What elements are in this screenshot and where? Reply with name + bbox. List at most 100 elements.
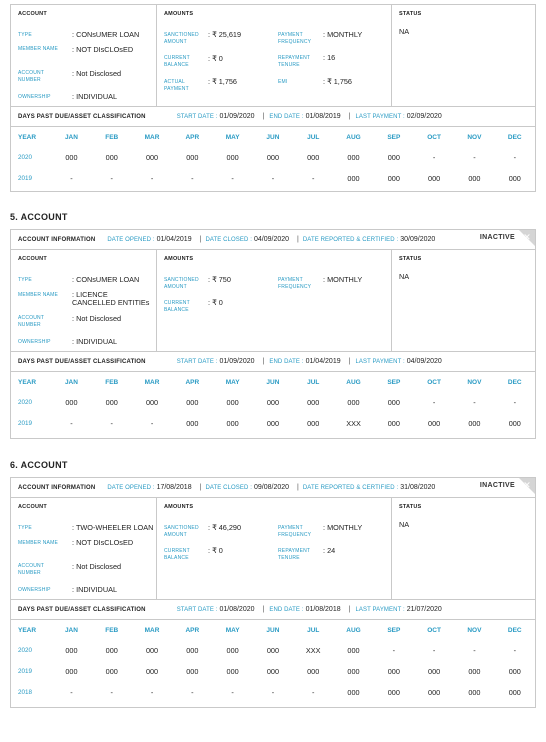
member-name-value: : NOT DIsCLOsED bbox=[72, 538, 134, 547]
dpd-row: 2019 000 000 000 000 000 000 000 000 000 000 000 000 bbox=[11, 661, 535, 682]
status-value: NA bbox=[399, 27, 410, 36]
type-value: : CONsUMER LOAN bbox=[72, 30, 140, 39]
dpd-cell: 000 bbox=[226, 667, 239, 676]
amounts-heading: AMOUNTS bbox=[164, 11, 194, 17]
status-value: NA bbox=[399, 272, 410, 281]
emi-label: EMI bbox=[278, 79, 288, 85]
close-icon[interactable]: ✕ bbox=[519, 230, 535, 246]
account-number-value: : Not Disclosed bbox=[72, 69, 122, 78]
end-date-label: END DATE : bbox=[269, 606, 304, 613]
month-header: MAR bbox=[144, 133, 160, 141]
account-card-6: ACCOUNT INFORMATION DATE OPENED : 17/08/… bbox=[10, 477, 536, 708]
start-date-label: START DATE : bbox=[176, 358, 218, 365]
date-reported-value: 31/08/2020 bbox=[400, 484, 436, 491]
dpd-cell: 000 bbox=[508, 667, 521, 676]
dpd-cell: - bbox=[473, 398, 476, 407]
dpd-cell: - bbox=[70, 419, 73, 428]
dpd-title: DAYS PAST DUE/ASSET CLASSIFICATION bbox=[18, 606, 146, 613]
dpd-cell: 000 bbox=[226, 398, 239, 407]
month-header: OCT bbox=[427, 133, 441, 141]
month-header: JUL bbox=[307, 626, 320, 634]
dpd-cell: - bbox=[473, 646, 476, 655]
dpd-cell: 000 bbox=[105, 398, 118, 407]
dpd-cell: 000 bbox=[186, 153, 199, 162]
dpd-cell: - bbox=[191, 688, 194, 697]
dpd-cell: 000 bbox=[145, 398, 159, 407]
dpd-cell: 000 bbox=[468, 174, 481, 183]
divider: | bbox=[199, 236, 202, 243]
ownership-value: : INDIVIDUAL bbox=[72, 585, 118, 594]
dpd-cell: 000 bbox=[65, 646, 78, 655]
dpd-table: YEAR JAN FEB MAR APR MAY JUN JUL AUG SEP… bbox=[11, 620, 535, 703]
divider: | bbox=[348, 358, 351, 365]
month-header: DEC bbox=[507, 378, 522, 386]
month-header: JUN bbox=[266, 378, 280, 386]
close-icon[interactable]: ✕ bbox=[519, 478, 535, 494]
repayment-tenure-label: REPAYMENT TENURE bbox=[278, 55, 311, 68]
account-column: ACCOUNT TYPE : TWO-WHEELER LOAN MEMBER N… bbox=[11, 498, 157, 599]
dpd-cell: 000 bbox=[387, 398, 400, 407]
year-cell: 2020 bbox=[18, 647, 33, 654]
dpd-cell: - bbox=[513, 646, 516, 655]
dpd-header: DAYS PAST DUE/ASSET CLASSIFICATION START… bbox=[11, 107, 535, 127]
actual-payment-value: : ₹ 1,756 bbox=[208, 77, 237, 86]
month-header: JAN bbox=[64, 378, 78, 386]
account-info-title: ACCOUNT INFORMATION bbox=[18, 484, 96, 491]
dpd-cell: 000 bbox=[347, 667, 360, 676]
account-number-label: ACCOUNT NUMBER bbox=[18, 563, 45, 576]
month-header: JAN bbox=[64, 133, 78, 141]
dpd-cell: - bbox=[432, 646, 436, 655]
dpd-cell: XXX bbox=[305, 646, 321, 655]
actual-payment-label: ACTUAL PAYMENT bbox=[164, 79, 189, 92]
dpd-cell: 000 bbox=[266, 646, 280, 655]
dpd-cell: - bbox=[392, 646, 396, 655]
dpd-cell: 000 bbox=[387, 667, 400, 676]
start-date-value: 01/09/2020 bbox=[219, 113, 255, 120]
divider: | bbox=[262, 358, 265, 365]
month-header: APR bbox=[185, 626, 200, 634]
dpd-table: YEAR JAN FEB MAR APR MAY JUN JUL AUG SEP… bbox=[11, 372, 535, 434]
dpd-header: DAYS PAST DUE/ASSET CLASSIFICATION START… bbox=[11, 600, 535, 620]
account-heading: ACCOUNT bbox=[18, 504, 47, 510]
divider: | bbox=[262, 113, 265, 120]
dpd-cell: 000 bbox=[347, 398, 360, 407]
month-header: APR bbox=[185, 378, 200, 386]
account-card-5: ACCOUNT INFORMATION DATE OPENED : 01/04/… bbox=[10, 229, 536, 439]
end-date-value: 01/04/2019 bbox=[305, 358, 341, 365]
dpd-cell: 000 bbox=[266, 153, 280, 162]
month-header: MAY bbox=[225, 378, 240, 386]
status-column: STATUS NA bbox=[392, 5, 535, 106]
month-header: MAR bbox=[144, 378, 160, 386]
dpd-cell: 000 bbox=[65, 398, 78, 407]
dpd-cell: 000 bbox=[266, 419, 280, 428]
sanctioned-amount-label: SANCTIONED AMOUNT bbox=[164, 277, 199, 290]
ownership-label: OWNERSHIP bbox=[18, 339, 51, 345]
status-column: STATUS NA bbox=[392, 250, 535, 351]
dpd-cell: - bbox=[150, 419, 154, 428]
end-date-label: END DATE : bbox=[269, 113, 304, 120]
dpd-cell: 000 bbox=[508, 688, 521, 697]
dpd-title: DAYS PAST DUE/ASSET CLASSIFICATION bbox=[18, 113, 146, 120]
dpd-cell: 000 bbox=[186, 646, 199, 655]
payment-frequency-value: : MONTHLY bbox=[323, 523, 363, 532]
month-header: AUG bbox=[346, 626, 361, 634]
month-header: NOV bbox=[467, 378, 482, 386]
divider: | bbox=[348, 606, 351, 613]
month-header: JUL bbox=[307, 133, 320, 141]
dpd-row: 2020 000 000 000 000 000 000 000 000 000 - - - bbox=[11, 147, 535, 168]
account-number-value: : Not Disclosed bbox=[72, 562, 122, 571]
sanctioned-amount-value: : ₹ 750 bbox=[208, 275, 231, 284]
dpd-cell: - bbox=[513, 398, 516, 407]
month-header: DEC bbox=[507, 133, 522, 141]
dpd-cell: 000 bbox=[387, 419, 400, 428]
dpd-row: 2020 000 000 000 000 000 000 000 000 000 - - - bbox=[11, 392, 535, 413]
date-closed-label: DATE CLOSED : bbox=[205, 484, 252, 491]
month-header: MAR bbox=[144, 626, 160, 634]
start-date-value: 01/09/2020 bbox=[219, 358, 255, 365]
dpd-cell: 000 bbox=[387, 688, 400, 697]
dpd-cell: 000 bbox=[105, 667, 118, 676]
sanctioned-amount-value: : ₹ 46,290 bbox=[208, 523, 242, 532]
year-cell: 2019 bbox=[18, 175, 33, 182]
status-column: STATUS NA bbox=[392, 498, 535, 599]
month-header: YEAR bbox=[18, 133, 37, 141]
